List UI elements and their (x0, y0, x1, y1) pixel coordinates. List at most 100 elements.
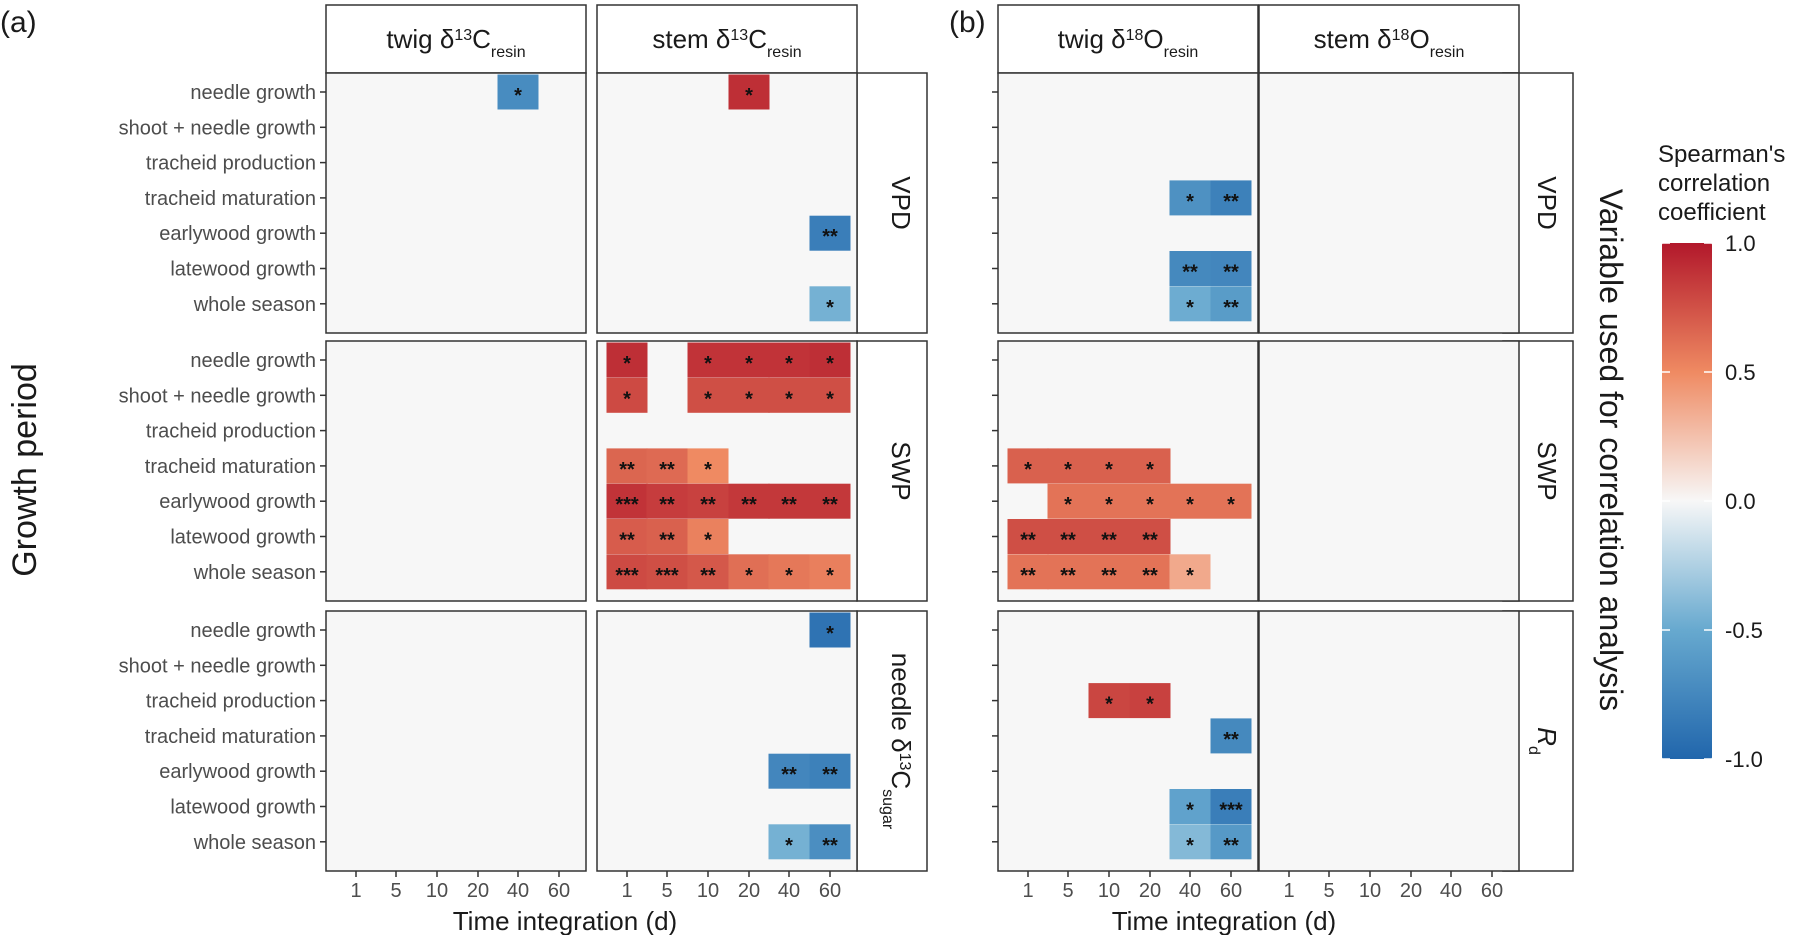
heatmap-cell (1129, 483, 1171, 519)
significance-label: *** (615, 494, 639, 516)
y-tick-label: tracheid production (146, 153, 316, 175)
y-tick-label: needle growth (190, 82, 316, 104)
heatmap-cell (646, 554, 688, 590)
y-tick-label: whole season (193, 562, 316, 584)
significance-label: * (785, 565, 793, 587)
significance-label: * (1105, 694, 1113, 716)
x-tick-label: 1 (1283, 880, 1294, 902)
x-tick-label: 5 (1323, 880, 1334, 902)
x-tick-label: 60 (1481, 880, 1503, 902)
heatmap-cell (728, 483, 770, 519)
significance-label: * (826, 353, 834, 375)
heatmap-cell (1129, 519, 1171, 554)
legend-title: Spearman's (1658, 141, 1785, 168)
legend-tick-label: 0.0 (1725, 489, 1756, 514)
heatmap-cell (1047, 448, 1089, 484)
y-tick-label: latewood growth (170, 259, 316, 281)
significance-label: ** (659, 494, 675, 516)
row-strip-label: VPD (1532, 176, 1562, 229)
significance-label: ** (700, 565, 716, 587)
y-tick-label: tracheid production (146, 421, 316, 443)
y-tick-label: tracheid maturation (145, 456, 316, 478)
significance-label: ** (1223, 835, 1239, 857)
heatmap-cell (687, 448, 729, 484)
x-tick-label: 10 (1098, 880, 1120, 902)
heatmap-cell (1129, 554, 1171, 590)
x-tick-label: 40 (778, 880, 800, 902)
significance-label: * (704, 530, 712, 552)
y-tick-label: latewood growth (170, 797, 316, 819)
y-tick-label: whole season (193, 294, 316, 316)
heatmap-cell (606, 342, 648, 378)
significance-label: * (745, 353, 753, 375)
y-tick-label: tracheid maturation (145, 188, 316, 210)
heatmap-cell (606, 377, 648, 413)
significance-label: ** (1060, 530, 1076, 552)
significance-label: ** (822, 835, 838, 857)
significance-label: ** (822, 494, 838, 516)
heatmap-cell (1169, 251, 1211, 286)
significance-label: *** (615, 565, 639, 587)
significance-label: * (1064, 494, 1072, 516)
heatmap-cell (606, 483, 648, 519)
significance-label: * (745, 565, 753, 587)
significance-label: * (1024, 459, 1032, 481)
y-tick-label: needle growth (190, 350, 316, 372)
significance-label: * (745, 388, 753, 410)
panel-label-a: (a) (0, 6, 37, 39)
y-tick-label: tracheid production (146, 691, 316, 713)
legend-title: correlation (1658, 170, 1770, 197)
heatmap-cell (768, 554, 810, 590)
row-strip-label: needle δ13Csugar (880, 653, 917, 830)
x-tick-label: 5 (1062, 880, 1073, 902)
x-tick-label: 10 (697, 880, 719, 902)
significance-label: * (704, 353, 712, 375)
significance-label: ** (1101, 530, 1117, 552)
y-tick-label: earlywood growth (159, 761, 316, 783)
legend-tick-label: 1.0 (1725, 231, 1756, 256)
significance-label: * (785, 353, 793, 375)
significance-label: ** (1020, 530, 1036, 552)
significance-label: ** (1182, 262, 1198, 284)
significance-label: ** (1223, 262, 1239, 284)
significance-label: ** (1101, 565, 1117, 587)
column-strip (325, 4, 587, 74)
heatmap-cell (1007, 554, 1049, 590)
x-tick-label: 20 (467, 880, 489, 902)
column-strip-label: stem δ13Cresin (652, 24, 801, 61)
heatmap-cell (809, 215, 851, 251)
y-tick-label: tracheid maturation (145, 726, 316, 748)
x-axis-title-b: Time integration (d) (1112, 906, 1336, 935)
row-strip-label: Rd (1526, 727, 1563, 755)
significance-label: ** (1223, 297, 1239, 319)
row-strip (856, 72, 928, 334)
heatmap-cell (1047, 554, 1089, 590)
x-tick-label: 20 (1400, 880, 1422, 902)
y-tick-label: whole season (193, 832, 316, 854)
heatmap-cell (809, 342, 851, 378)
heatmap-cell (1088, 554, 1130, 590)
heatmap-cell (1129, 448, 1171, 484)
significance-label: ** (822, 764, 838, 786)
significance-label: * (826, 297, 834, 319)
significance-label: * (1186, 565, 1194, 587)
legend-tick-label: -0.5 (1725, 618, 1763, 643)
column-strip (1258, 4, 1520, 74)
y-tick-label: shoot + needle growth (119, 655, 316, 677)
heatmap-cell (809, 753, 851, 789)
significance-label: * (623, 388, 631, 410)
significance-label: ** (659, 459, 675, 481)
significance-label: ** (1223, 729, 1239, 751)
legend-title: coefficient (1658, 199, 1766, 226)
significance-label: *** (655, 565, 679, 587)
facet-panel (1258, 72, 1520, 334)
heatmap-cell (646, 448, 688, 484)
significance-label: * (826, 565, 834, 587)
significance-label: ** (1020, 565, 1036, 587)
heatmap-cell (1088, 519, 1130, 554)
heatmap-cell (1169, 789, 1211, 824)
heatmap-cell (768, 377, 810, 413)
heatmap-cell (1210, 483, 1252, 519)
legend-tick-label: 0.5 (1725, 360, 1756, 385)
legend-tick-label: -1.0 (1725, 747, 1763, 772)
